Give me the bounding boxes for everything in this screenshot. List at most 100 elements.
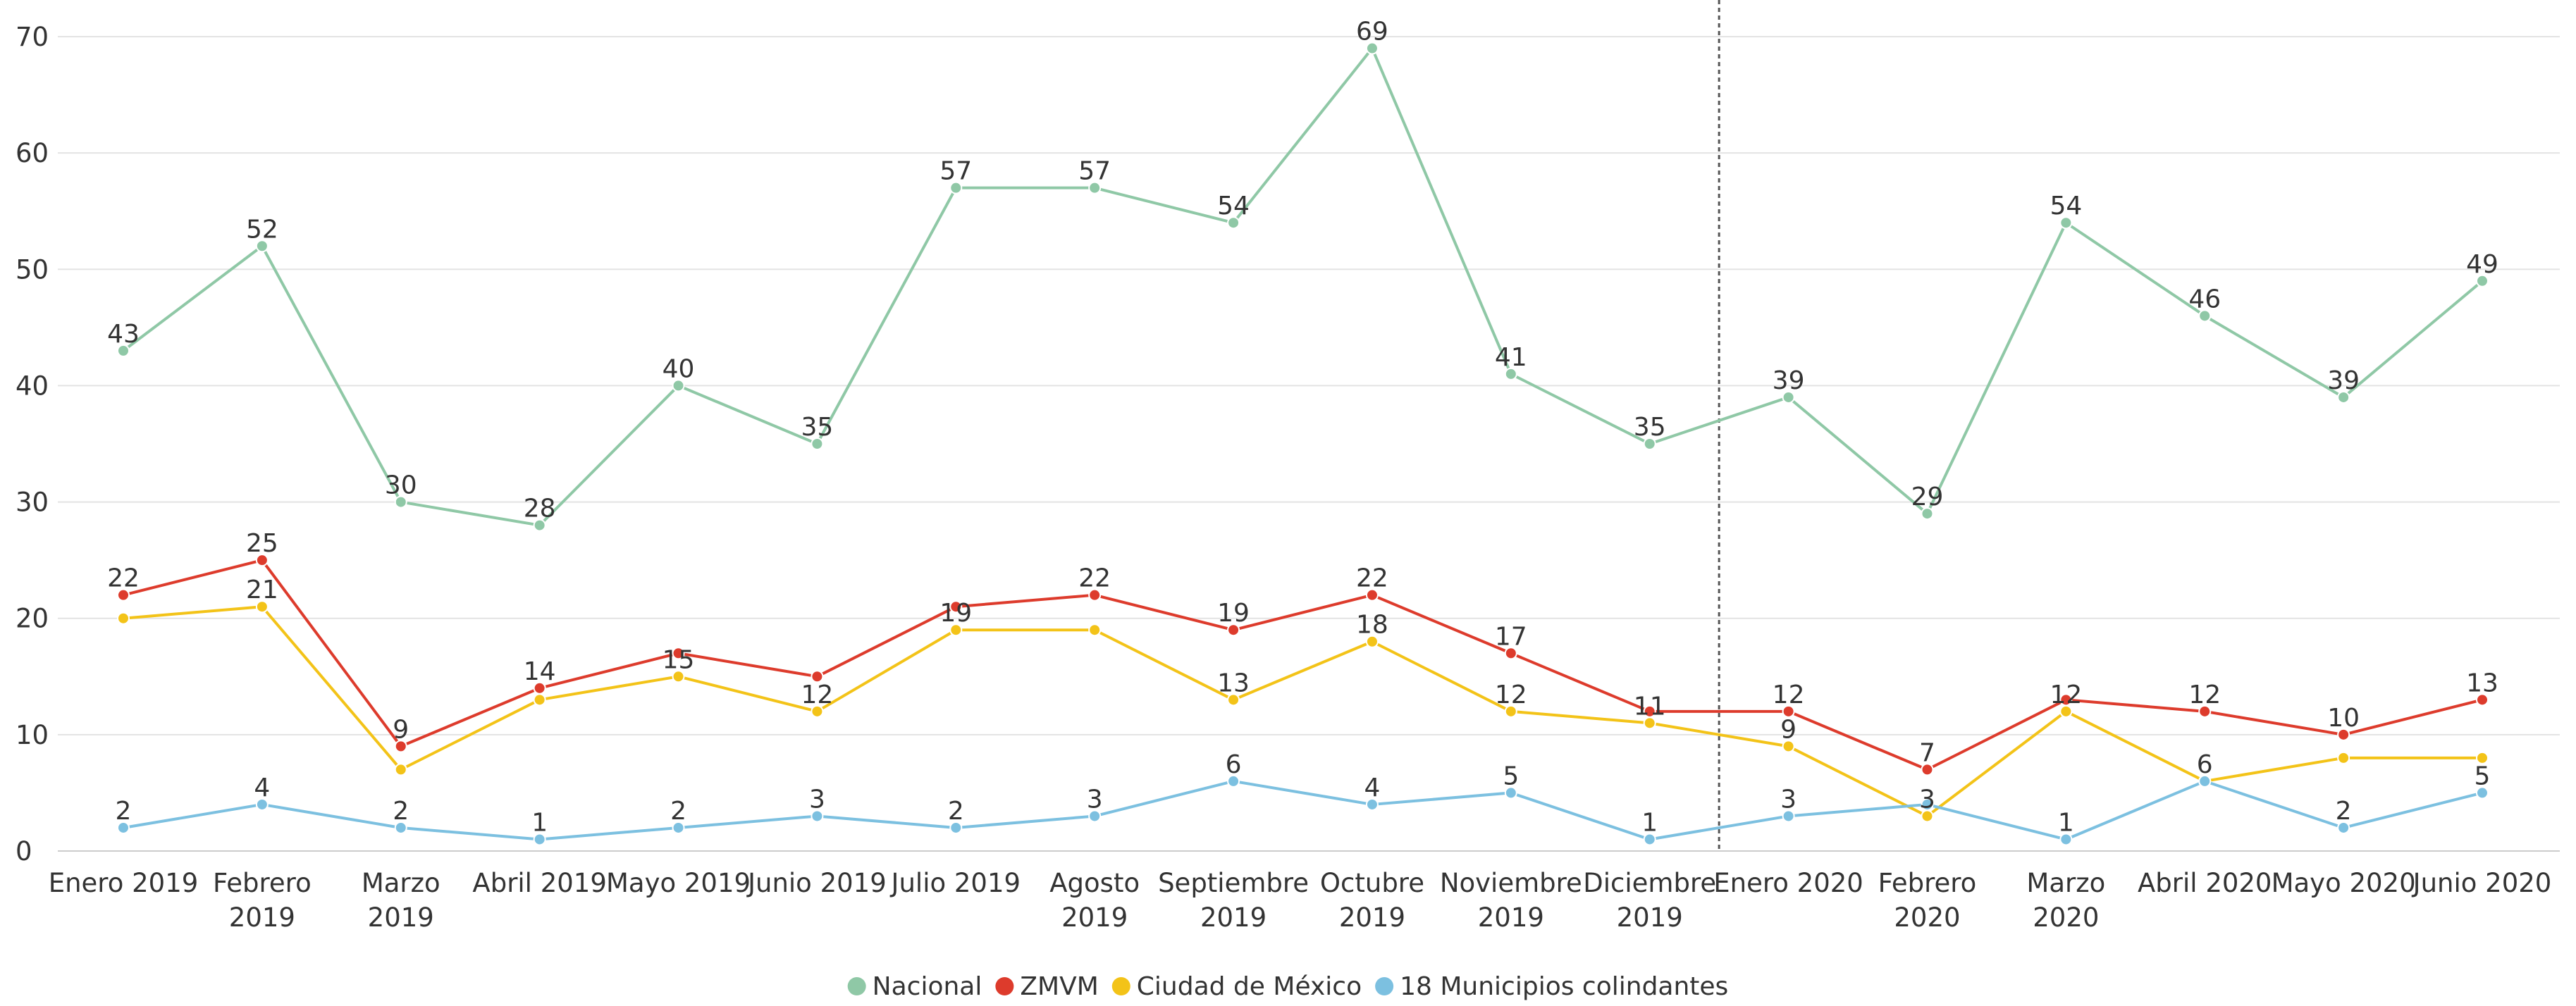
gridlines bbox=[58, 36, 2560, 852]
data-point bbox=[811, 809, 824, 823]
x-tick-label: Junio 2020 bbox=[2412, 868, 2552, 898]
data-point bbox=[949, 181, 963, 194]
data-point bbox=[2198, 704, 2212, 718]
y-tick-label: 40 bbox=[16, 371, 49, 401]
legend-label: Nacional bbox=[873, 972, 982, 1001]
y-tick-label: 30 bbox=[16, 488, 49, 518]
data-point bbox=[1782, 704, 1795, 718]
data-point bbox=[2476, 693, 2489, 707]
legend-item: Ciudad de México bbox=[1111, 972, 1362, 1001]
data-label: 39 bbox=[1773, 366, 1805, 395]
data-label: 19 bbox=[939, 599, 972, 628]
y-tick-label: 10 bbox=[16, 720, 49, 750]
data-label: 21 bbox=[246, 576, 278, 604]
data-point bbox=[949, 623, 963, 637]
y-axis: 0 10 20 30 40 50 60 70 bbox=[16, 22, 49, 867]
x-tick-label: Abril 2020 bbox=[2138, 868, 2272, 898]
x-tick-label: Junio 2019 bbox=[746, 868, 887, 898]
data-point bbox=[2476, 751, 2489, 764]
legend-item: Nacional bbox=[847, 972, 982, 1001]
data-point bbox=[1921, 763, 1934, 776]
data-point bbox=[2337, 821, 2350, 834]
data-label: 49 bbox=[2466, 250, 2498, 279]
data-label: 3 bbox=[809, 785, 825, 814]
data-label: 19 bbox=[1217, 599, 1250, 628]
data-label: 41 bbox=[1495, 343, 1527, 372]
data-point bbox=[2476, 274, 2489, 287]
x-tick-label: Julio 2019 bbox=[890, 868, 1021, 898]
x-tick-label: 2019 bbox=[1339, 902, 1405, 933]
x-tick-label: Mayo 2019 bbox=[606, 868, 751, 898]
data-label: 1 bbox=[1641, 808, 1658, 837]
data-point bbox=[1227, 774, 1240, 788]
data-label: 22 bbox=[107, 564, 140, 593]
data-label: 6 bbox=[1226, 750, 1242, 779]
data-point bbox=[1227, 623, 1240, 637]
data-point bbox=[533, 518, 546, 532]
x-axis: Enero 2019 Febrero 2019 Marzo 2019 Abril 2019… bbox=[49, 868, 2552, 933]
data-point bbox=[533, 693, 546, 707]
data-point bbox=[1088, 181, 1102, 194]
data-label: 3 bbox=[1780, 785, 1797, 814]
legend-swatch bbox=[847, 977, 866, 995]
data-label: 4 bbox=[1364, 774, 1380, 802]
data-label: 2 bbox=[2336, 797, 2352, 826]
data-label: 35 bbox=[801, 413, 834, 442]
data-label: 2 bbox=[393, 797, 409, 826]
data-point bbox=[255, 600, 269, 614]
data-point bbox=[2337, 390, 2350, 404]
data-point bbox=[672, 647, 685, 660]
data-label: 43 bbox=[107, 320, 140, 349]
data-point bbox=[672, 379, 685, 392]
data-point bbox=[2337, 751, 2350, 764]
data-label: 30 bbox=[385, 471, 417, 500]
data-label: 12 bbox=[2188, 681, 2221, 709]
data-point bbox=[1921, 797, 1934, 811]
data-point bbox=[394, 821, 407, 834]
data-label: 13 bbox=[2466, 669, 2498, 697]
x-tick-label: 2019 bbox=[1200, 902, 1267, 933]
data-point bbox=[2337, 728, 2350, 741]
x-tick-label: Enero 2020 bbox=[1713, 868, 1863, 898]
data-point bbox=[2198, 774, 2212, 788]
x-tick-label: Marzo bbox=[2026, 868, 2105, 898]
x-tick-label: Febrero bbox=[1878, 868, 1977, 898]
x-tick-label: Abril 2019 bbox=[472, 868, 607, 898]
series bbox=[117, 42, 2489, 846]
legend-label: Ciudad de México bbox=[1137, 972, 1362, 1001]
data-point bbox=[811, 704, 824, 718]
data-point bbox=[1782, 390, 1795, 404]
data-label: 3 bbox=[1919, 785, 1935, 814]
x-tick-label: Diciembre bbox=[1583, 868, 1716, 898]
x-tick-label: 2019 bbox=[229, 902, 295, 933]
data-label: 11 bbox=[1634, 692, 1666, 721]
data-point bbox=[255, 797, 269, 811]
data-label: 2 bbox=[116, 797, 132, 826]
data-point bbox=[1504, 704, 1517, 718]
legend-item: ZMVM bbox=[995, 972, 1099, 1001]
data-label: 12 bbox=[2050, 681, 2082, 709]
data-point bbox=[117, 588, 130, 602]
data-label: 18 bbox=[1356, 611, 1388, 640]
data-point bbox=[394, 495, 407, 509]
y-tick-label: 60 bbox=[16, 138, 49, 168]
data-point bbox=[394, 740, 407, 753]
data-label: 13 bbox=[1217, 669, 1250, 697]
data-label: 9 bbox=[393, 715, 409, 744]
x-tick-label: 2019 bbox=[1617, 902, 1683, 933]
data-point bbox=[672, 670, 685, 683]
data-point bbox=[2059, 833, 2073, 846]
data-point bbox=[1782, 740, 1795, 753]
legend-swatch bbox=[1111, 977, 1130, 995]
data-label: 2 bbox=[670, 797, 686, 826]
data-point bbox=[1504, 647, 1517, 660]
data-label: 15 bbox=[663, 645, 695, 674]
data-point bbox=[1365, 635, 1379, 648]
x-tick-label: 2019 bbox=[368, 902, 434, 933]
data-label: 12 bbox=[1773, 681, 1805, 709]
data-point bbox=[1504, 367, 1517, 380]
legend-swatch bbox=[1375, 977, 1394, 995]
data-label: 69 bbox=[1356, 18, 1388, 46]
